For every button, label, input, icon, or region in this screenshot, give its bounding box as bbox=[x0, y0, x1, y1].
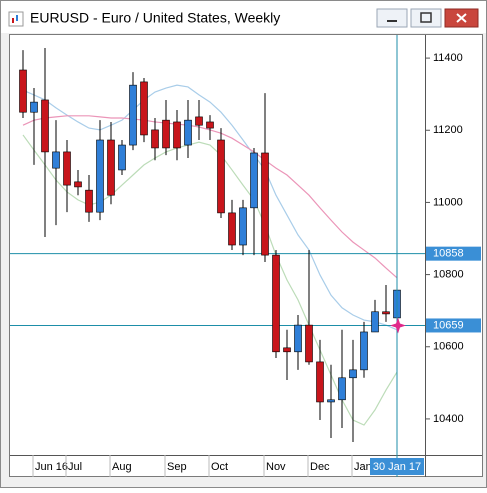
maximize-icon bbox=[420, 12, 432, 23]
minimize-button[interactable] bbox=[376, 8, 408, 28]
candle-body bbox=[19, 69, 27, 113]
window-title: EURUSD - Euro / United States, Weekly bbox=[30, 10, 280, 26]
candle-body bbox=[283, 347, 291, 353]
candle-body bbox=[272, 254, 280, 353]
x-tick-label: Nov bbox=[266, 461, 286, 473]
y-tick-label: 10600 bbox=[433, 341, 464, 353]
y-tick-label: 11000 bbox=[433, 196, 463, 208]
candle-body bbox=[239, 207, 247, 246]
candle-body bbox=[129, 84, 137, 146]
x-tick-label: Dec bbox=[310, 461, 330, 473]
candle-body bbox=[305, 324, 313, 363]
y-tick-label: 10800 bbox=[433, 268, 464, 280]
candle-body bbox=[173, 121, 181, 149]
x-label-box bbox=[370, 458, 424, 475]
close-icon bbox=[456, 13, 467, 23]
x-tick-label: 30 Jan 17 bbox=[373, 461, 421, 473]
candle-body bbox=[118, 144, 126, 171]
x-tick-label: Aug bbox=[112, 461, 132, 473]
candle-body bbox=[162, 119, 170, 149]
order-marker bbox=[390, 317, 406, 334]
candle-body bbox=[217, 139, 225, 214]
candle-body bbox=[349, 369, 357, 379]
price-label-box bbox=[426, 246, 481, 261]
candle-body bbox=[261, 152, 269, 256]
y-tick-label: 10400 bbox=[433, 413, 464, 425]
price-label-box bbox=[426, 318, 481, 333]
candle-body bbox=[338, 377, 346, 401]
candle-body bbox=[371, 311, 379, 333]
y-tick-label: 11400 bbox=[433, 52, 463, 64]
candle-body bbox=[250, 152, 258, 209]
price-label: 10659 bbox=[433, 319, 464, 331]
candle-body bbox=[327, 399, 335, 403]
candle-body bbox=[195, 116, 203, 126]
candle-body bbox=[96, 139, 104, 213]
y-tick-label: 11200 bbox=[433, 124, 463, 136]
candle-body bbox=[316, 361, 324, 403]
candle-body bbox=[85, 189, 93, 213]
app-icon bbox=[16, 15, 18, 21]
candle-body bbox=[140, 81, 148, 136]
x-tick-label: Sep bbox=[167, 461, 187, 473]
x-tick-label: Jul bbox=[68, 461, 82, 473]
candle-body bbox=[184, 119, 192, 146]
candle-body bbox=[63, 151, 71, 186]
x-tick-label: Jan bbox=[354, 461, 372, 473]
candle-body bbox=[41, 99, 49, 153]
candle-body bbox=[107, 139, 115, 196]
candle-body bbox=[206, 121, 214, 129]
candle-body bbox=[74, 181, 82, 188]
candle-body bbox=[52, 151, 60, 169]
candle-body bbox=[228, 212, 236, 246]
x-tick-label: Oct bbox=[211, 461, 228, 473]
candle-body bbox=[30, 101, 38, 113]
candle-body bbox=[382, 311, 390, 315]
price-label: 10858 bbox=[433, 248, 464, 260]
chart-area bbox=[9, 34, 483, 477]
app-icon bbox=[12, 18, 14, 23]
candle-body bbox=[151, 129, 159, 149]
candle-body bbox=[360, 331, 368, 371]
maximize-button[interactable] bbox=[410, 8, 442, 28]
moving-average-line bbox=[22, 84, 398, 331]
candle-body bbox=[294, 324, 302, 353]
x-tick-label: Jun 16 bbox=[35, 461, 68, 473]
